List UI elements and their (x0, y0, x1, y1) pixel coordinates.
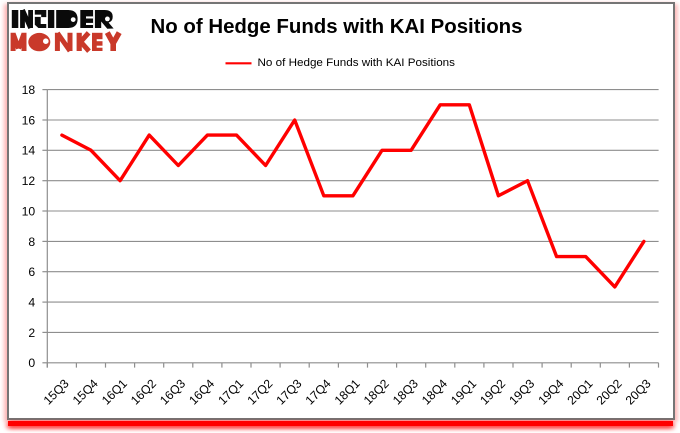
svg-text:17Q3: 17Q3 (274, 376, 305, 407)
svg-text:8: 8 (28, 235, 35, 249)
svg-text:18: 18 (22, 83, 36, 97)
svg-text:18Q1: 18Q1 (332, 376, 363, 407)
svg-text:16: 16 (22, 113, 36, 127)
svg-text:16Q1: 16Q1 (99, 376, 130, 407)
svg-text:17Q1: 17Q1 (215, 376, 246, 407)
svg-text:17Q2: 17Q2 (244, 376, 275, 407)
svg-text:17Q4: 17Q4 (303, 376, 334, 407)
svg-text:4: 4 (28, 296, 35, 310)
svg-text:20Q2: 20Q2 (594, 376, 625, 407)
svg-text:12: 12 (22, 174, 36, 188)
svg-text:No of Hedge Funds with KAI Pos: No of Hedge Funds with KAI Positions (258, 57, 456, 69)
svg-text:19Q2: 19Q2 (477, 376, 508, 407)
svg-text:18Q4: 18Q4 (419, 376, 450, 407)
svg-text:19Q1: 19Q1 (448, 376, 479, 407)
svg-text:No of Hedge Funds with KAI Pos: No of Hedge Funds with KAI Positions (151, 16, 523, 38)
svg-text:20Q1: 20Q1 (565, 376, 596, 407)
svg-text:0: 0 (28, 356, 35, 370)
svg-text:10: 10 (22, 204, 36, 218)
svg-text:16Q3: 16Q3 (157, 376, 188, 407)
svg-text:20Q3: 20Q3 (623, 376, 654, 407)
svg-text:2: 2 (28, 326, 35, 340)
svg-text:16Q4: 16Q4 (186, 376, 217, 407)
svg-text:19Q4: 19Q4 (535, 376, 566, 407)
svg-text:6: 6 (28, 265, 35, 279)
svg-text:18Q3: 18Q3 (390, 376, 421, 407)
svg-text:18Q2: 18Q2 (361, 376, 392, 407)
svg-text:19Q3: 19Q3 (506, 376, 537, 407)
svg-text:16Q2: 16Q2 (128, 376, 159, 407)
svg-text:14: 14 (22, 144, 36, 158)
svg-text:15Q4: 15Q4 (70, 376, 101, 407)
svg-text:15Q3: 15Q3 (41, 376, 72, 407)
